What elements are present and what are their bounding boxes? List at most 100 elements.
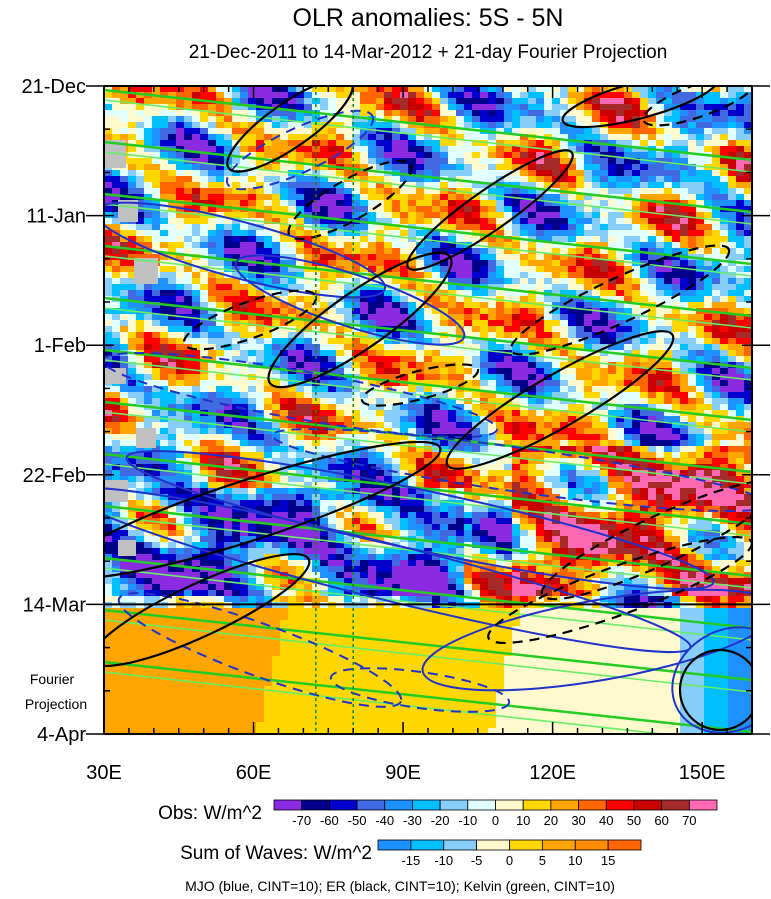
field-cell [208, 206, 217, 213]
field-cell [336, 122, 345, 129]
field-cell [624, 188, 633, 195]
field-cell [248, 146, 257, 153]
field-cell [112, 272, 121, 279]
field-cell [504, 128, 513, 135]
field-cell [488, 422, 497, 429]
field-cell [320, 302, 329, 309]
field-cell [472, 374, 481, 381]
field-cell [456, 266, 465, 273]
field-cell [512, 362, 521, 369]
field-cell [488, 98, 497, 105]
field-cell [744, 332, 752, 339]
field-cell [232, 254, 241, 261]
field-cell [640, 206, 649, 213]
field-cell [496, 434, 505, 441]
field-cell [528, 368, 537, 375]
field-cell [456, 224, 465, 231]
field-cell [376, 236, 385, 243]
field-cell [600, 410, 609, 417]
field-cell [256, 422, 265, 429]
field-cell [184, 434, 193, 441]
field-cell [416, 446, 425, 453]
field-cell [504, 362, 513, 369]
field-cell [328, 416, 337, 423]
field-cell [640, 188, 649, 195]
field-cell [656, 296, 665, 303]
field-cell [368, 380, 377, 387]
field-cell [136, 248, 145, 255]
field-cell [224, 452, 233, 459]
field-cell [600, 434, 609, 441]
field-cell [664, 446, 673, 453]
field-cell [360, 332, 369, 339]
field-cell [664, 350, 673, 357]
field-cell [448, 368, 457, 375]
field-cell [424, 428, 433, 435]
field-cell [288, 254, 297, 261]
field-cell [200, 290, 209, 297]
field-cell [128, 416, 137, 423]
field-cell [440, 86, 449, 93]
field-cell [456, 446, 465, 453]
field-cell [368, 194, 377, 201]
field-cell [376, 86, 385, 93]
field-cell [496, 254, 505, 261]
field-cell [744, 188, 752, 195]
field-cell [672, 182, 681, 189]
field-cell [264, 278, 273, 285]
field-cell [568, 416, 577, 423]
field-cell [240, 422, 249, 429]
field-cell [240, 236, 249, 243]
field-cell [376, 176, 385, 183]
field-cell [736, 404, 745, 411]
field-cell [464, 200, 473, 207]
field-cell [512, 302, 521, 309]
field-cell [328, 170, 337, 177]
field-cell [712, 428, 721, 435]
field-cell [640, 254, 649, 261]
field-cell [504, 416, 513, 423]
field-cell [296, 440, 305, 447]
field-cell [528, 344, 537, 351]
field-cell [248, 284, 257, 291]
field-cell [128, 86, 137, 93]
field-cell [360, 404, 369, 411]
field-cell [344, 92, 353, 99]
field-cell [304, 158, 313, 165]
field-cell [632, 368, 641, 375]
field-cell [168, 236, 177, 243]
field-cell [256, 254, 265, 261]
field-cell [232, 422, 241, 429]
field-cell [664, 386, 673, 393]
field-cell [360, 194, 369, 201]
field-cell [568, 338, 577, 345]
field-cell [360, 356, 369, 363]
field-cell [552, 86, 561, 93]
field-cell [512, 122, 521, 129]
field-cell [456, 260, 465, 267]
field-cell [336, 428, 345, 435]
field-cell [696, 128, 705, 135]
field-cell [720, 200, 729, 207]
field-cell [224, 146, 233, 153]
field-cell [448, 314, 457, 321]
field-cell [440, 266, 449, 273]
field-cell [704, 122, 713, 129]
field-cell [440, 230, 449, 237]
field-cell [368, 266, 377, 273]
field-cell [488, 308, 497, 315]
field-cell [408, 194, 417, 201]
field-cell [624, 290, 633, 297]
field-cell [136, 410, 145, 417]
field-cell [216, 314, 225, 321]
field-cell [192, 272, 201, 279]
field-cell [344, 194, 353, 201]
field-cell [296, 146, 305, 153]
field-cell [208, 404, 217, 411]
field-cell [720, 392, 729, 399]
field-cell [600, 242, 609, 249]
field-cell [376, 314, 385, 321]
field-cell [288, 188, 297, 195]
field-cell [672, 92, 681, 99]
field-cell [544, 308, 553, 315]
